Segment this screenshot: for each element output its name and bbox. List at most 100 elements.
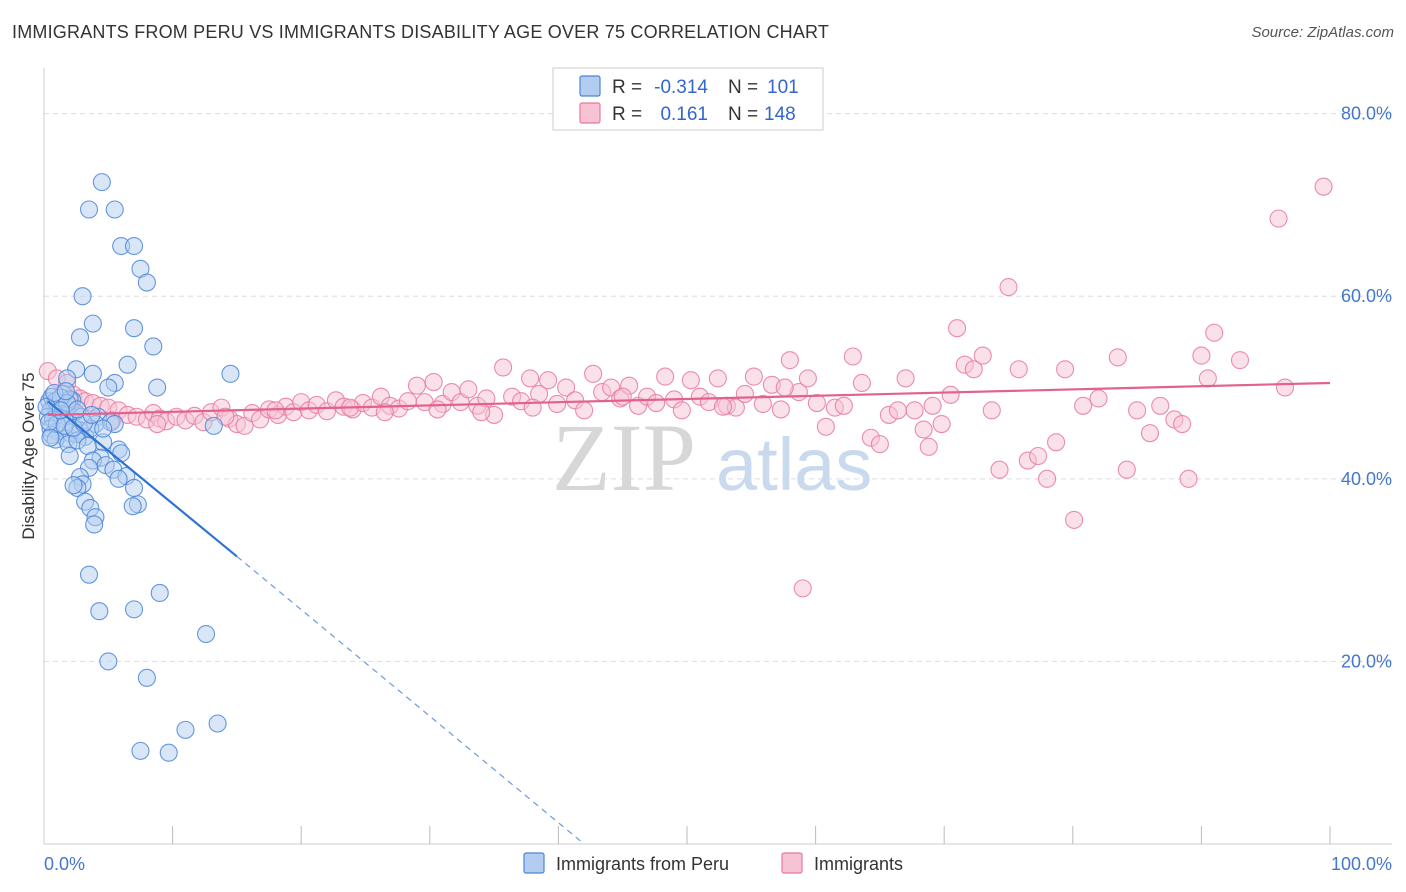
point-immigrants [923, 396, 942, 415]
point-immigrants [1089, 389, 1108, 408]
point-immigrants [999, 278, 1018, 297]
point-immigrants-from-peru [105, 200, 124, 219]
point-immigrants [964, 360, 983, 379]
legend-bottom-label-pink: Immigrants [814, 854, 903, 874]
point-immigrants-from-peru [144, 337, 163, 356]
point-immigrants [1074, 396, 1093, 415]
point-immigrants-from-peru [148, 378, 167, 397]
point-immigrants [424, 373, 443, 392]
point-immigrants [672, 401, 691, 420]
point-immigrants [148, 414, 167, 434]
point-immigrants-from-peru [208, 714, 227, 733]
point-immigrants [948, 319, 967, 338]
point-immigrants [1108, 348, 1127, 367]
point-immigrants [428, 400, 447, 419]
watermark-atlas: atlas [716, 423, 872, 506]
point-immigrants [1198, 369, 1217, 388]
point-immigrants-from-peru [99, 652, 118, 671]
legend-n-label-1: N = [728, 77, 758, 98]
point-immigrants [914, 420, 933, 439]
point-immigrants-from-peru [159, 743, 178, 762]
point-immigrants-from-peru [90, 602, 109, 621]
point-immigrants [990, 460, 1009, 479]
point-immigrants-from-peru [204, 416, 223, 435]
point-immigrants-from-peru [124, 600, 144, 619]
point-immigrants-from-peru [92, 173, 111, 192]
point-immigrants-from-peru [83, 364, 102, 383]
x-axis-ticks [172, 826, 1331, 844]
point-immigrants [816, 417, 835, 436]
point-immigrants-from-peru [56, 382, 75, 401]
point-immigrants-from-peru [64, 476, 83, 495]
point-immigrants-from-peru [124, 319, 144, 338]
point-immigrants [843, 347, 862, 366]
point-immigrants-from-peru [112, 444, 131, 463]
legend-n-value-1: 101 [767, 77, 799, 98]
y-axis-label: Disability Age Over 75 [19, 372, 38, 539]
point-immigrants-from-peru [176, 720, 195, 739]
point-immigrants-from-peru [41, 428, 60, 447]
point-immigrants-from-peru [124, 236, 144, 256]
point-immigrants [708, 369, 727, 388]
legend-swatch-blue [579, 75, 601, 97]
point-immigrants [1192, 346, 1211, 365]
point-immigrants [905, 401, 924, 420]
point-immigrants [1230, 351, 1250, 370]
x-tick-label-min: 0.0% [44, 854, 85, 874]
series-immigrants-from-peru [37, 173, 240, 762]
legend-r-label-1: R = [612, 77, 642, 98]
point-immigrants [1140, 424, 1160, 443]
point-immigrants [1179, 469, 1198, 488]
point-immigrants-from-peru [196, 624, 216, 644]
trendline-extension-immigrants-from-peru [236, 555, 585, 845]
point-immigrants [557, 378, 576, 397]
point-immigrants [713, 397, 733, 416]
point-immigrants [919, 437, 938, 456]
point-immigrants [647, 393, 666, 413]
trendlines [47, 381, 1331, 845]
point-immigrants-from-peru [79, 565, 99, 584]
point-immigrants [1047, 433, 1066, 452]
point-immigrants [870, 435, 889, 454]
legend-bottom: Immigrants from Peru Immigrants [523, 852, 903, 874]
legend-top: R = -0.314 N = 101 R = 0.161 N = 148 [552, 67, 824, 131]
point-immigrants [584, 364, 603, 383]
point-immigrants [1117, 460, 1136, 479]
point-immigrants [681, 371, 700, 390]
legend-bottom-swatch-pink [781, 852, 803, 874]
legend-bottom-swatch-blue [523, 852, 545, 874]
point-immigrants [798, 369, 817, 388]
point-immigrants-from-peru [137, 273, 156, 292]
point-immigrants [888, 401, 907, 420]
point-immigrants-from-peru [109, 469, 128, 488]
point-immigrants [852, 373, 871, 393]
legend-swatch-pink [579, 102, 601, 124]
y-tick-label: 60.0% [1341, 286, 1392, 306]
point-immigrants [771, 400, 790, 419]
y-tick-label: 20.0% [1341, 651, 1392, 671]
point-immigrants-from-peru [85, 515, 104, 534]
point-immigrants [375, 403, 394, 422]
y-tick-label: 80.0% [1341, 104, 1392, 124]
point-immigrants [941, 385, 960, 404]
point-immigrants [793, 579, 812, 598]
legend-n-value-2: 148 [764, 104, 796, 125]
legend-bottom-label-blue: Immigrants from Peru [556, 854, 729, 874]
point-immigrants-from-peru [83, 314, 102, 333]
point-immigrants [1038, 469, 1057, 488]
point-immigrants [1151, 396, 1170, 415]
legend-r-value-1: -0.314 [654, 77, 708, 98]
point-immigrants [775, 378, 794, 397]
point-immigrants [548, 394, 567, 414]
chart-source: Source: ZipAtlas.com [1251, 24, 1394, 41]
point-immigrants [753, 394, 772, 414]
point-immigrants [1314, 177, 1333, 196]
y-axis-tick-labels: 20.0% 40.0% 60.0% 80.0% [1341, 104, 1392, 672]
point-immigrants [1205, 323, 1224, 342]
point-immigrants [613, 387, 632, 406]
trendline-immigrants [47, 381, 1331, 417]
point-immigrants [1275, 378, 1295, 397]
x-tick-label-max: 100.0% [1331, 854, 1392, 874]
point-immigrants-from-peru [123, 497, 142, 516]
point-immigrants [656, 367, 675, 386]
